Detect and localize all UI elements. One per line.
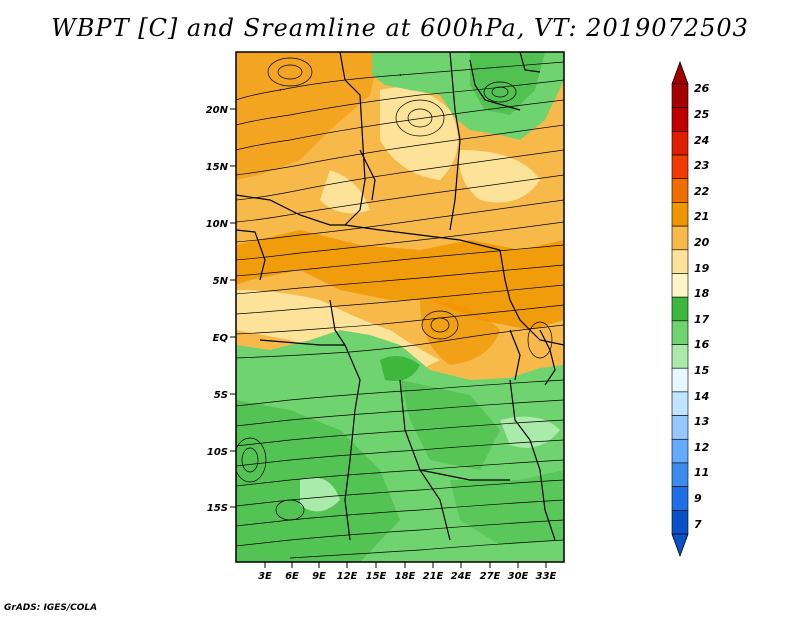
lon-label: 6E: [285, 571, 299, 582]
lon-label: 9E: [312, 571, 326, 582]
colorbar-box: [671, 510, 689, 535]
colorbar-box: [671, 225, 689, 251]
temperature-field: [236, 52, 564, 562]
colorbar-box: [671, 438, 689, 464]
colorbar-box: [671, 249, 689, 274]
lat-label: 15N: [206, 162, 229, 173]
colorbar-box: [671, 83, 689, 108]
colorbar-box: [671, 131, 689, 156]
colorbar-box: [671, 462, 689, 487]
country-borders: [236, 52, 564, 541]
colorbar-box: [671, 202, 689, 227]
colorbar-label: 14: [694, 390, 709, 403]
longitude-axis: 3E 6E 9E 12E 15E 18E 21E 24E 27E 30E 33E: [258, 562, 557, 582]
lat-label: 15S: [207, 503, 228, 514]
colorbar-label: 22: [694, 185, 710, 198]
colorbar-box: [671, 320, 689, 345]
colorbar-label: 19: [694, 262, 710, 275]
lat-label: 5N: [213, 276, 229, 287]
colorbar-label: 9: [694, 492, 702, 505]
colorbar-label: 18: [694, 287, 710, 300]
colorbar-label: 24: [694, 134, 709, 147]
map-frame: [235, 51, 565, 563]
lon-label: 3E: [258, 571, 272, 582]
colorbar-box: [671, 296, 689, 322]
lat-label: 10S: [207, 447, 228, 458]
colorbar-box: [671, 154, 689, 180]
colorbar-box: [671, 415, 689, 440]
colorbar-box: [671, 107, 689, 132]
colorbar-box: [671, 486, 689, 511]
lon-label: 18E: [395, 571, 416, 582]
lon-label: 15E: [366, 571, 387, 582]
map-title: WBPT [C] and Sreamline at 600hPa, VT: 20…: [51, 14, 749, 42]
footer-credit: GrADS: IGES/COLA: [4, 603, 98, 613]
lon-label: 30E: [508, 571, 529, 582]
colorbar-label: 17: [694, 313, 710, 326]
colorbar-label: 23: [694, 159, 710, 172]
colorbar-label: 21: [694, 210, 709, 223]
colorbar-box: [671, 344, 689, 369]
colorbar-box: [671, 391, 689, 416]
colorbar-label: 13: [694, 415, 710, 428]
lon-label: 24E: [451, 571, 472, 582]
lat-label: 5S: [214, 390, 228, 401]
colorbar-upper-arrow: [671, 60, 689, 85]
lon-label: 21E: [423, 571, 444, 582]
colorbar-label: 15: [694, 364, 710, 377]
lat-label: EQ: [213, 333, 229, 344]
colorbar-label: 20: [694, 236, 710, 249]
colorbar-lower-arrow: [671, 533, 689, 558]
lon-label: 12E: [337, 571, 358, 582]
colorbar-box: [671, 273, 689, 298]
lat-label: 10N: [206, 219, 229, 230]
colorbar-label: 26: [694, 82, 710, 95]
streamlines: [236, 57, 564, 559]
colorbar-label: 16: [694, 338, 710, 351]
colorbar: 26 25 24 23 22 21 20 19 18 17 16 15 14 1…: [671, 60, 710, 558]
lat-label: 20N: [206, 105, 229, 116]
colorbar-box: [671, 367, 689, 393]
colorbar-label: 12: [694, 441, 710, 454]
lon-label: 33E: [536, 571, 557, 582]
colorbar-label: 7: [694, 518, 702, 531]
colorbar-label: 11: [694, 466, 709, 479]
colorbar-box: [671, 178, 689, 203]
lon-label: 27E: [480, 571, 501, 582]
latitude-axis: 20N 15N 10N 5N EQ 5S 10S 15S: [206, 105, 236, 514]
colorbar-label: 25: [694, 108, 710, 121]
